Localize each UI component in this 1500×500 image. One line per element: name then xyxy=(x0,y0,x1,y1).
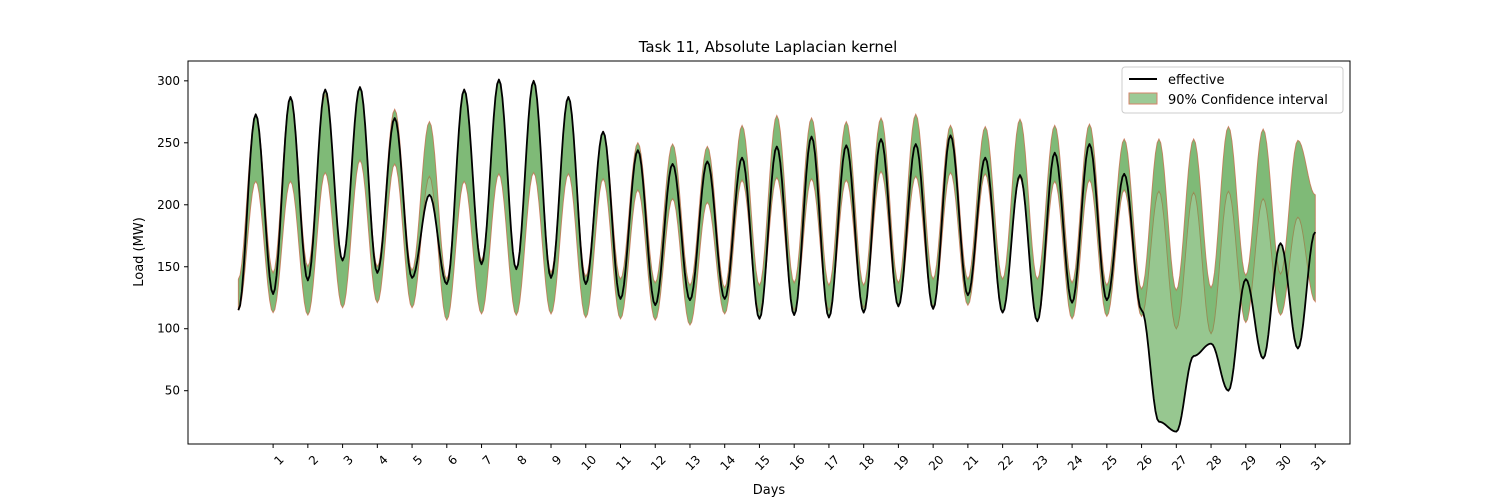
x-axis: 1 2 3 4 5 6 7 8 9 10 11 12 13 14 15 16 17 18 19 20 21 22 23 24 2… xyxy=(271,444,1329,474)
x-tick-label-15: 15 xyxy=(752,453,773,474)
legend-swatch-confidence-interval xyxy=(1128,92,1158,105)
x-tick-label-11: 11 xyxy=(613,453,634,474)
x-tick-label-27: 27 xyxy=(1169,453,1190,474)
x-tick-label-30: 30 xyxy=(1273,453,1294,474)
x-tick-label-3: 3 xyxy=(341,453,356,468)
effective-line xyxy=(237,78,1317,433)
x-tick-label-21: 21 xyxy=(961,453,982,474)
x-tick-label-18: 18 xyxy=(856,453,877,474)
x-tick-label-28: 28 xyxy=(1204,453,1225,474)
x-tick-label-7: 7 xyxy=(480,453,495,468)
x-tick-label-20: 20 xyxy=(926,453,947,474)
x-tick-label-4: 4 xyxy=(376,453,391,468)
x-tick-label-16: 16 xyxy=(787,453,808,474)
x-tick-label-1: 1 xyxy=(271,453,286,468)
x-tick-label-23: 23 xyxy=(1030,453,1051,474)
x-tick-label-25: 25 xyxy=(1100,453,1121,474)
legend-label-confidence-interval: 90% Confidence interval xyxy=(1168,93,1328,108)
x-tick-label-5: 5 xyxy=(410,453,425,468)
x-axis-label: Days xyxy=(753,483,786,498)
x-tick-label-26: 26 xyxy=(1134,453,1155,474)
x-tick-label-19: 19 xyxy=(891,453,912,474)
legend-label-effective: effective xyxy=(1168,73,1225,88)
legend-box xyxy=(1121,66,1344,114)
x-tick-label-31: 31 xyxy=(1308,453,1329,474)
legend: effective 90% Confidence interval xyxy=(1121,66,1344,114)
chart-title: Task 11, Absolute Laplacian kernel xyxy=(638,38,898,56)
y-tick-label-300: 300 xyxy=(157,74,180,88)
plot-frame xyxy=(187,60,1351,445)
y-tick-label-250: 250 xyxy=(157,136,180,150)
y-tick-label-200: 200 xyxy=(157,198,180,212)
x-tick-label-12: 12 xyxy=(648,453,669,474)
x-tick-label-13: 13 xyxy=(683,453,704,474)
x-tick-label-14: 14 xyxy=(717,453,738,474)
y-axis-label: Load (MW) xyxy=(132,217,147,287)
x-tick-label-17: 17 xyxy=(822,453,843,474)
x-tick-label-22: 22 xyxy=(995,453,1016,474)
y-tick-label-50: 50 xyxy=(165,384,180,398)
y-tick-label-100: 100 xyxy=(157,322,180,336)
y-axis: 50 100 150 200 250 300 xyxy=(157,74,188,398)
y-tick-label-150: 150 xyxy=(157,260,180,274)
x-tick-label-9: 9 xyxy=(549,453,564,468)
x-tick-label-8: 8 xyxy=(514,453,529,468)
x-tick-label-10: 10 xyxy=(579,453,600,474)
x-tick-label-6: 6 xyxy=(445,453,460,468)
x-tick-label-24: 24 xyxy=(1065,453,1086,474)
x-tick-label-29: 29 xyxy=(1239,453,1260,474)
x-tick-label-2: 2 xyxy=(306,453,321,468)
